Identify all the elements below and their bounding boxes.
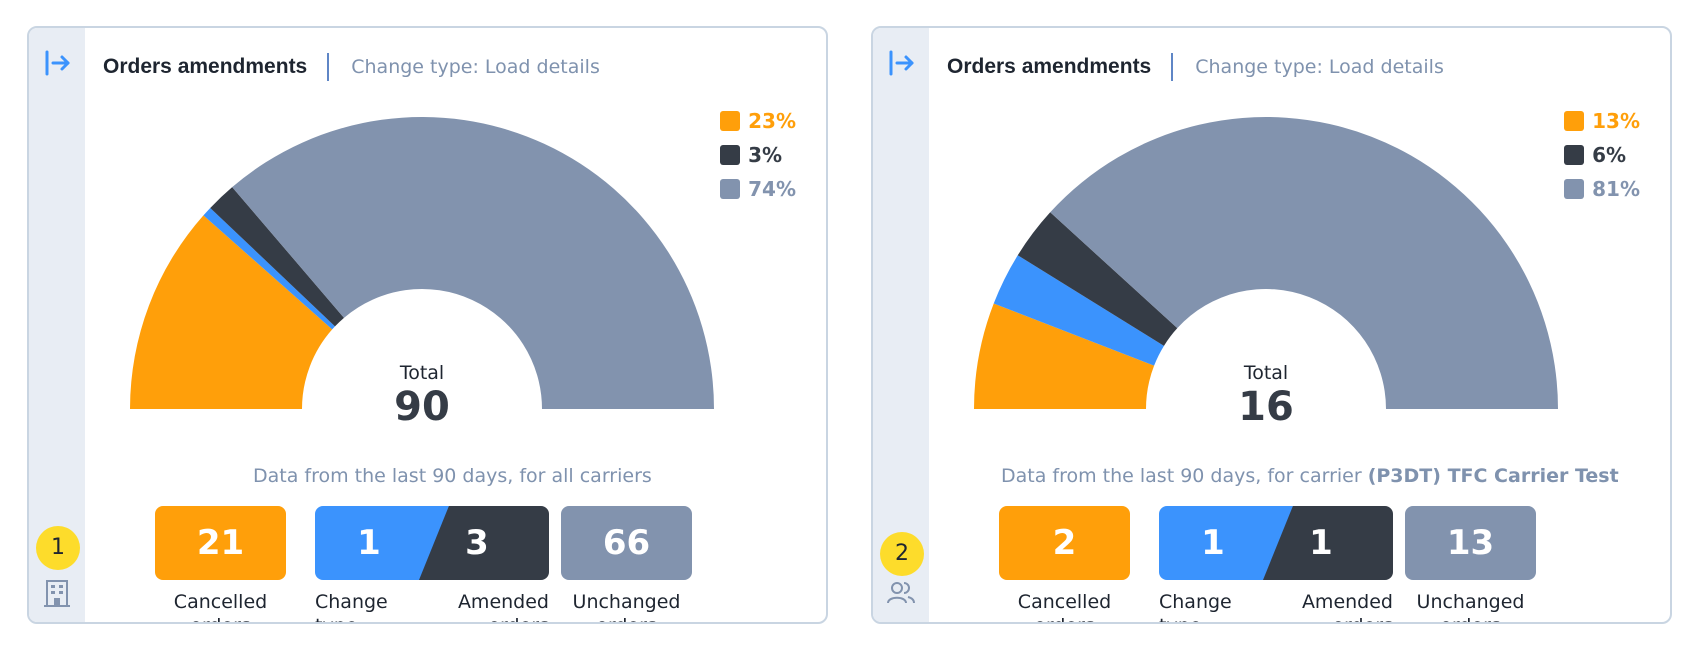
segment-change-type[interactable] <box>203 207 335 330</box>
caption-line: orders <box>999 614 1130 622</box>
segment-cancelled[interactable] <box>974 303 1155 409</box>
chart-legend: 23% 3% 74% <box>720 104 796 206</box>
caption-amended: Amended orders <box>429 590 549 622</box>
card-header: Orders amendments Change type: Load deta… <box>103 50 600 84</box>
legend-swatch <box>1564 111 1585 131</box>
caption-line: orders <box>155 614 286 622</box>
caption-line: Change <box>315 591 388 613</box>
total-label: Total <box>1243 362 1289 384</box>
caption-change-type: Change type <box>1159 590 1232 622</box>
segment-unchanged[interactable] <box>232 117 714 410</box>
segment-unchanged[interactable] <box>1050 117 1558 410</box>
caption-line: Unchanged <box>572 591 681 613</box>
segment-amended[interactable] <box>210 187 344 327</box>
caption-cancelled: Cancelled orders <box>155 590 286 622</box>
legend-percent: 74% <box>748 177 796 201</box>
orders-amendments-card-1: 1 Orders amendments Change type: Load de… <box>27 26 828 624</box>
data-range-text: Data from the last 90 days, for carrier <box>1001 465 1368 487</box>
legend-percent: 13% <box>1592 109 1640 133</box>
total-label: Total <box>399 362 445 384</box>
building-icon <box>44 580 70 607</box>
segment-amended[interactable] <box>1017 212 1178 346</box>
caption-line: orders <box>551 614 702 622</box>
legend-item-amended: 6% <box>1564 138 1640 172</box>
carrier-name: (P3DT) TFC Carrier Test <box>1367 465 1619 487</box>
legend-item-cancelled: 13% <box>1564 104 1640 138</box>
change-type-count: 1 <box>357 523 381 563</box>
total-value: 90 <box>394 384 450 430</box>
change-type-label: Change type: Load details <box>351 56 600 78</box>
legend-percent: 6% <box>1592 143 1627 167</box>
caption-line: orders <box>1395 614 1546 622</box>
legend-item-unchanged: 81% <box>1564 172 1640 206</box>
caption-unchanged: Unchanged orders <box>1395 590 1546 622</box>
change-type-label: Change type: Load details <box>1195 56 1444 78</box>
change-type-amended-box[interactable]: 1 3 <box>315 506 549 580</box>
step-badge: 2 <box>880 532 924 576</box>
data-range-note: Data from the last 90 days, for all carr… <box>253 465 652 487</box>
total-value: 16 <box>1238 384 1294 430</box>
card-side-rail: 2 <box>873 28 929 622</box>
expand-panel-icon[interactable] <box>43 48 73 78</box>
legend-percent: 81% <box>1592 177 1640 201</box>
step-badge: 1 <box>36 526 80 570</box>
data-range-note: Data from the last 90 days, for carrier … <box>1001 465 1619 487</box>
caption-line: Unchanged <box>1416 591 1525 613</box>
legend-swatch <box>1564 179 1585 199</box>
segment-change-type[interactable] <box>993 255 1164 366</box>
caption-line: Cancelled <box>173 591 268 613</box>
amended-orders-count: 3 <box>465 523 489 563</box>
caption-line: Change <box>1159 591 1232 613</box>
caption-line: type <box>1159 614 1232 622</box>
legend-item-unchanged: 74% <box>720 172 796 206</box>
header-divider <box>327 53 330 81</box>
half-donut-chart <box>974 117 1558 410</box>
header-divider <box>1171 53 1174 81</box>
card-side-rail: 1 <box>29 28 85 622</box>
card-title: Orders amendments <box>947 55 1152 78</box>
data-range-text: Data from the last 90 days, for all carr… <box>253 465 652 487</box>
half-donut-chart <box>130 117 714 410</box>
legend-item-amended: 3% <box>720 138 796 172</box>
change-type-amended-box[interactable]: 1 1 <box>1159 506 1393 580</box>
expand-panel-icon[interactable] <box>887 48 917 78</box>
legend-item-cancelled: 23% <box>720 104 796 138</box>
caption-line: orders <box>1273 614 1393 622</box>
caption-line: orders <box>429 614 549 622</box>
caption-amended: Amended orders <box>1273 590 1393 622</box>
unchanged-orders-count[interactable]: 66 <box>561 506 692 580</box>
cancelled-orders-count[interactable]: 2 <box>999 506 1130 580</box>
caption-unchanged: Unchanged orders <box>551 590 702 622</box>
legend-swatch <box>720 179 741 199</box>
legend-percent: 23% <box>748 109 796 133</box>
caption-change-type: Change type <box>315 590 388 622</box>
users-icon <box>887 582 915 604</box>
legend-swatch <box>720 111 741 131</box>
caption-line: Amended <box>1301 591 1393 613</box>
orders-amendments-card-2: 2 Orders amendments Change type: Load de… <box>871 26 1672 624</box>
card-title: Orders amendments <box>103 55 308 78</box>
caption-line: Cancelled <box>1017 591 1112 613</box>
caption-line: type <box>315 614 388 622</box>
cancelled-orders-count[interactable]: 21 <box>155 506 286 580</box>
caption-line: Amended <box>457 591 549 613</box>
legend-percent: 3% <box>748 143 783 167</box>
caption-cancelled: Cancelled orders <box>999 590 1130 622</box>
card-header: Orders amendments Change type: Load deta… <box>947 50 1444 84</box>
segment-cancelled[interactable] <box>130 215 333 409</box>
unchanged-orders-count[interactable]: 13 <box>1405 506 1536 580</box>
chart-legend: 13% 6% 81% <box>1564 104 1640 206</box>
amended-orders-count: 1 <box>1309 523 1333 563</box>
legend-swatch <box>720 145 741 165</box>
change-type-count: 1 <box>1201 523 1225 563</box>
legend-swatch <box>1564 145 1585 165</box>
